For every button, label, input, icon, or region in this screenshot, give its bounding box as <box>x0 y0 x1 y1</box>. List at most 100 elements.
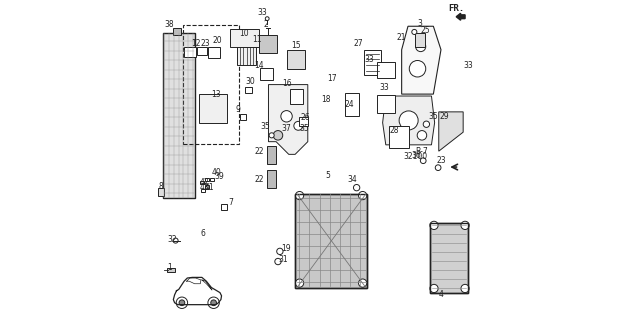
Bar <box>377 95 394 113</box>
Text: 6: 6 <box>201 229 206 238</box>
Text: 9: 9 <box>235 106 240 115</box>
Text: 43: 43 <box>200 183 209 192</box>
Bar <box>158 188 164 196</box>
Text: 17: 17 <box>328 74 337 83</box>
Text: 15: 15 <box>292 41 301 51</box>
Text: 19: 19 <box>281 244 291 253</box>
Bar <box>295 194 367 288</box>
Text: 26: 26 <box>301 113 310 122</box>
Bar <box>267 170 276 188</box>
Bar <box>377 62 394 78</box>
Text: 32: 32 <box>167 235 177 244</box>
Text: FR.: FR. <box>448 4 464 13</box>
Circle shape <box>399 111 418 130</box>
Text: 37: 37 <box>282 124 292 133</box>
Text: 13: 13 <box>211 90 221 99</box>
Bar <box>430 223 468 292</box>
Text: 35: 35 <box>299 124 309 133</box>
Circle shape <box>208 297 219 308</box>
Polygon shape <box>382 96 435 145</box>
Text: 18: 18 <box>322 95 331 104</box>
Circle shape <box>391 131 400 140</box>
Bar <box>205 185 209 189</box>
Bar <box>345 93 359 116</box>
Bar <box>295 194 367 288</box>
Bar <box>364 50 381 75</box>
Bar <box>230 29 259 47</box>
Text: 27: 27 <box>353 39 362 48</box>
Bar <box>172 28 181 36</box>
Circle shape <box>430 221 438 229</box>
Text: 39: 39 <box>214 172 224 181</box>
Bar <box>415 33 425 46</box>
Circle shape <box>277 248 283 254</box>
Bar <box>240 115 246 120</box>
Circle shape <box>416 42 426 52</box>
Circle shape <box>265 17 269 20</box>
Bar <box>184 25 239 144</box>
FancyArrow shape <box>456 13 465 20</box>
Text: 12: 12 <box>191 39 201 48</box>
Text: 21: 21 <box>397 33 406 42</box>
Text: 24: 24 <box>344 100 354 109</box>
Circle shape <box>211 300 216 306</box>
Bar <box>167 268 174 272</box>
Bar <box>210 178 214 181</box>
Circle shape <box>179 300 185 306</box>
Text: 1: 1 <box>167 263 172 272</box>
Circle shape <box>412 29 417 35</box>
Bar <box>245 87 251 92</box>
Text: 11: 11 <box>253 35 262 44</box>
Bar <box>205 178 209 181</box>
Circle shape <box>354 185 360 191</box>
Text: 40: 40 <box>212 168 222 177</box>
Bar <box>200 181 204 185</box>
Text: 16: 16 <box>282 79 292 88</box>
Circle shape <box>281 111 292 122</box>
Circle shape <box>176 297 187 308</box>
Circle shape <box>430 284 438 292</box>
Text: 2: 2 <box>264 20 268 29</box>
Text: 30: 30 <box>246 77 255 86</box>
Text: 22: 22 <box>255 147 265 156</box>
Circle shape <box>461 284 469 292</box>
Circle shape <box>269 133 274 138</box>
Circle shape <box>359 279 367 287</box>
Circle shape <box>273 131 283 140</box>
Circle shape <box>173 238 178 243</box>
Bar <box>184 47 196 57</box>
Circle shape <box>295 279 303 287</box>
Bar <box>197 47 207 55</box>
Text: 38: 38 <box>164 20 174 29</box>
Text: 3: 3 <box>418 19 423 28</box>
Circle shape <box>417 131 427 140</box>
Text: 10: 10 <box>240 29 249 38</box>
Text: 5: 5 <box>325 171 330 180</box>
Bar <box>221 204 227 210</box>
Text: 8: 8 <box>158 181 163 191</box>
Circle shape <box>409 60 426 77</box>
Text: 42: 42 <box>200 178 209 187</box>
Text: 33: 33 <box>463 61 473 70</box>
Text: 23: 23 <box>436 156 446 164</box>
Circle shape <box>435 165 441 171</box>
Polygon shape <box>268 84 308 154</box>
Text: 31: 31 <box>278 255 288 264</box>
Circle shape <box>275 258 281 265</box>
Text: 28: 28 <box>389 126 399 135</box>
Circle shape <box>461 221 469 229</box>
Bar <box>260 68 273 80</box>
Text: 23: 23 <box>201 39 211 48</box>
Bar <box>208 46 220 58</box>
Text: 7: 7 <box>228 198 233 207</box>
Bar <box>201 188 206 192</box>
Bar <box>389 126 409 148</box>
Text: 34: 34 <box>347 175 357 184</box>
Bar <box>299 117 308 126</box>
Text: 4: 4 <box>438 290 443 299</box>
Bar <box>288 50 305 69</box>
Circle shape <box>295 191 303 200</box>
Text: 33: 33 <box>364 55 374 64</box>
Text: 36: 36 <box>411 151 421 160</box>
Text: 35: 35 <box>260 122 270 131</box>
